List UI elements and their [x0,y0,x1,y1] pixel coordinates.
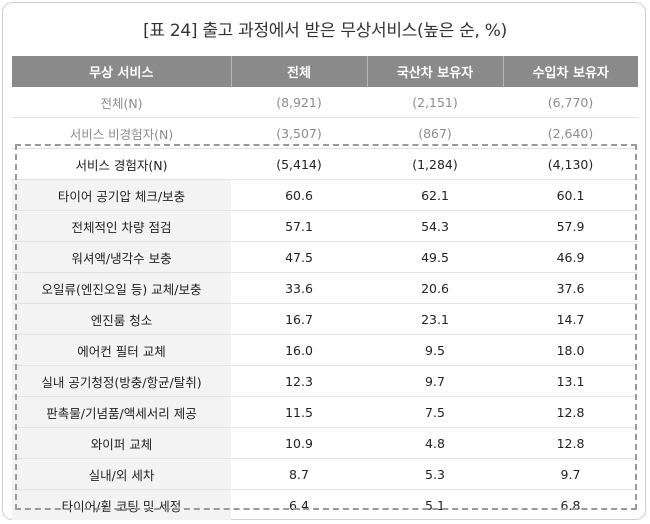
cell-total: 60.6 [231,179,367,211]
table-row: 에어컨 필터 교체 16.0 9.5 18.0 [12,334,638,366]
cell-import: 13.1 [503,365,638,397]
header-service: 무상 서비스 [12,56,232,87]
table-row: 엔진룸 청소 16.7 23.1 14.7 [12,303,638,335]
cell-total: 57.1 [231,210,367,242]
cell-domestic: 4.8 [367,427,503,459]
table-row: 판촉물/기념품/액세서리 제공 11.5 7.5 12.8 [12,396,638,428]
cell-total: (3,507) [231,117,367,149]
service-table: 무상 서비스 전체 국산차 보유자 수입차 보유자 전체(N) (8,921) … [12,56,638,520]
row-label: 엔진룸 청소 [12,303,231,335]
cell-domestic: 20.6 [367,272,503,304]
header-total: 전체 [231,56,368,87]
cell-domestic: (1,284) [367,148,503,180]
table-row: 실내 공기청정(방충/항균/탈취) 12.3 9.7 13.1 [12,365,638,397]
cell-import: 37.6 [503,272,638,304]
cell-domestic: 62.1 [367,179,503,211]
table-row-experienced: 서비스 경험자(N) (5,414) (1,284) (4,130) [12,148,638,180]
cell-import: 46.9 [503,241,638,273]
cell-import: 6.8 [560,497,581,513]
table-row: 실내/외 세차 8.7 5.3 9.7 [12,458,638,490]
row-label: 서비스 비경험자(N) [12,117,231,149]
cell-import: 12.8 [503,396,638,428]
cell-domestic: 9.7 [367,365,503,397]
cell-import: 14.7 [503,303,638,335]
cell-total: 47.5 [231,241,367,273]
row-label: 전체적인 차량 점검 [12,210,231,242]
table-row: 타이어 공기압 체크/보충 60.6 62.1 60.1 [12,179,638,211]
cell-total: 33.6 [231,272,367,304]
row-label: 판촉물/기념품/액세서리 제공 [12,396,231,428]
cell-total: (8,921) [231,87,367,118]
cell-domestic: 7.5 [367,396,503,428]
table-row-non-experienced: 서비스 비경험자(N) (3,507) (867) (2,640) [12,117,638,149]
header-row: 무상 서비스 전체 국산차 보유자 수입차 보유자 [12,56,638,87]
row-label: 전체(N) [12,87,231,118]
cell-domestic: 49.5 [367,241,503,273]
row-label: 타이어/휠 코팅 및 세정 [12,489,231,520]
table-row: 와이퍼 교체 10.9 4.8 12.8 [12,427,638,459]
cell-domestic: (867) [367,117,503,149]
cell-total: 6.4 [289,497,309,513]
row-label: 에어컨 필터 교체 [12,334,231,366]
cell-total: 8.7 [231,458,367,490]
row-label: 워셔액/냉각수 보충 [12,241,231,273]
row-label: 서비스 경험자(N) [12,148,231,180]
cell-domestic: 5.3 [367,458,503,490]
cell-domestic: 5.1 [425,497,445,513]
cell-import: (6,770) [503,87,638,118]
row-label: 타이어 공기압 체크/보충 [12,179,231,211]
cell-total: 11.5 [231,396,367,428]
cell-domestic: (2,151) [367,87,503,118]
cell-import: 18.0 [503,334,638,366]
cell-total: 16.0 [231,334,367,366]
cell-total: 12.3 [231,365,367,397]
cell-total: 10.9 [231,427,367,459]
row-label: 오일류(엔진오일 등) 교체/보충 [12,272,231,304]
cell-import: 57.9 [503,210,638,242]
table-row: 오일류(엔진오일 등) 교체/보충 33.6 20.6 37.6 [12,272,638,304]
cell-domestic: 23.1 [367,303,503,335]
table-row: 전체적인 차량 점검 57.1 54.3 57.9 [12,210,638,242]
cell-domestic: 9.5 [367,334,503,366]
table-row-total-n: 전체(N) (8,921) (2,151) (6,770) [12,87,638,118]
table-row: 타이어/휠 코팅 및 세정 6.4 5.1 6.8 [12,489,638,520]
header-import: 수입차 보유자 [503,56,638,87]
row-label: 실내/외 세차 [12,458,231,490]
cell-import: 9.7 [503,458,638,490]
header-domestic: 국산차 보유자 [367,56,504,87]
table-title: [표 24] 출고 과정에서 받은 무상서비스(높은 순, %) [143,21,507,41]
cell-domestic: 54.3 [367,210,503,242]
cell-import: (4,130) [503,148,638,180]
cell-import: 60.1 [503,179,638,211]
table-row: 워셔액/냉각수 보충 47.5 49.5 46.9 [12,241,638,273]
cell-import: 12.8 [503,427,638,459]
cell-import: (2,640) [503,117,638,149]
cell-total: 16.7 [231,303,367,335]
row-label: 와이퍼 교체 [12,427,231,459]
cell-total: (5,414) [231,148,367,180]
row-label: 실내 공기청정(방충/항균/탈취) [12,365,231,397]
